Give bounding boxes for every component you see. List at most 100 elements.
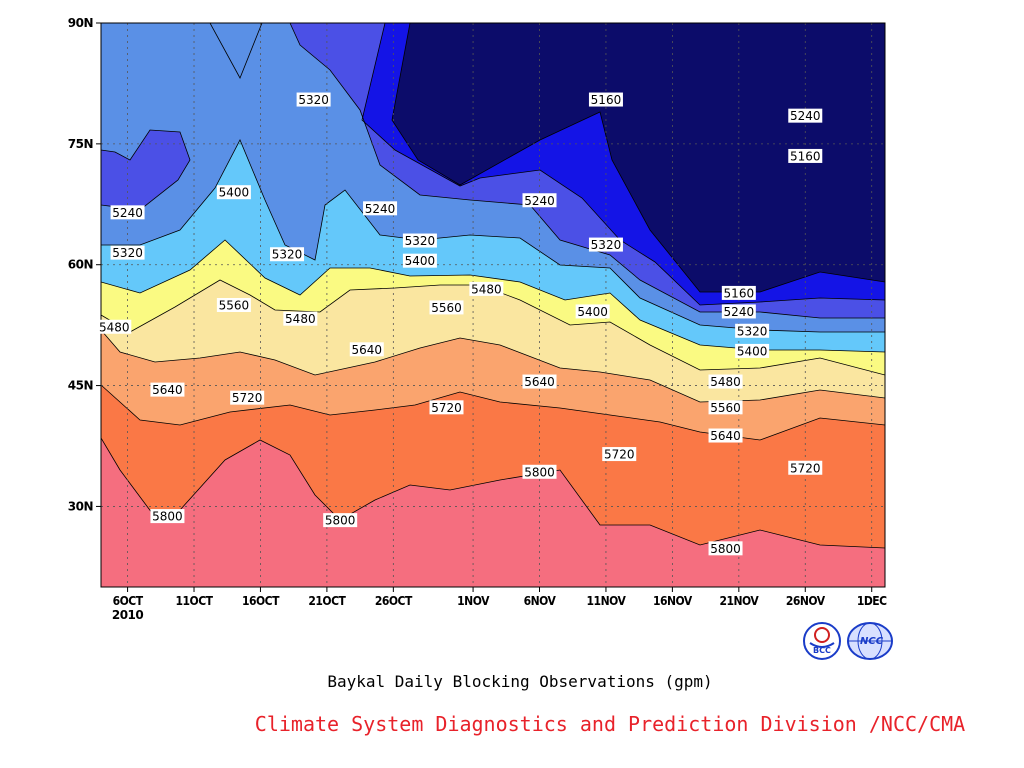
contour-label-5240: 5240 (788, 108, 823, 123)
contour-label-box (270, 247, 305, 262)
contour-label-box (788, 108, 823, 123)
contour-label-box (216, 185, 251, 200)
contour-label-box (283, 311, 318, 326)
x-tick-label-21nov: 21NOV (719, 594, 759, 608)
contour-label-text: 5320 (272, 248, 303, 262)
contour-label-box (575, 304, 610, 319)
contour-label-box (788, 460, 823, 475)
contour-label-5320: 5320 (402, 233, 437, 248)
contour-label-text: 5720 (431, 401, 462, 415)
contour-label-5160: 5160 (721, 285, 756, 300)
contour-label-text: 5560 (710, 401, 741, 415)
contour-label-text: 5640 (351, 343, 382, 357)
contour-label-5640: 5640 (708, 428, 743, 443)
contour-label-5160: 5160 (788, 148, 823, 163)
contour-label-text: 5560 (219, 299, 250, 313)
contour-label-5240: 5240 (721, 304, 756, 319)
x-tick-label-11oct: 11OCT (176, 594, 214, 608)
contour-label-5320: 5320 (270, 247, 305, 262)
contour-label-5640: 5640 (522, 374, 557, 389)
contour-label-5400: 5400 (735, 343, 770, 358)
contour-label-box (429, 300, 464, 315)
contour-label-box (402, 233, 437, 248)
contour-label-text: 5320 (405, 234, 436, 248)
contour-label-box (323, 513, 358, 528)
contour-label-5560: 5560 (708, 400, 743, 415)
contour-label-5480: 5480 (97, 319, 132, 334)
contour-label-box (296, 92, 331, 107)
contour-label-box (363, 201, 398, 216)
ncc-logo: NCC (846, 621, 894, 661)
contour-label-5640: 5640 (150, 382, 185, 397)
contour-label-5400: 5400 (216, 185, 251, 200)
contour-label-5240: 5240 (110, 205, 145, 220)
y-tick-label-30n: 30N (68, 499, 93, 513)
contour-label-text: 5800 (710, 542, 741, 556)
contour-label-5320: 5320 (588, 237, 623, 252)
ncc-logo-text: NCC (860, 636, 884, 647)
contour-label-box (402, 253, 437, 268)
contour-label-5240: 5240 (522, 193, 557, 208)
contour-label-text: 5320 (591, 238, 622, 252)
y-tick-label-75n: 75N (68, 137, 93, 151)
contour-label-5320: 5320 (735, 323, 770, 338)
contour-label-text: 5480 (471, 282, 502, 296)
bcc-logo: BCC (802, 621, 842, 661)
contour-label-text: 5640 (524, 375, 555, 389)
contour-label-text: 5400 (219, 186, 250, 200)
contour-label-5800: 5800 (150, 509, 185, 524)
contour-label-text: 5720 (604, 448, 635, 462)
contour-label-box (429, 400, 464, 415)
contour-label-5480: 5480 (469, 281, 504, 296)
contour-label-text: 5560 (431, 301, 462, 315)
contour-label-5720: 5720 (602, 447, 637, 462)
contour-label-text: 5160 (724, 286, 755, 300)
contour-label-5320: 5320 (110, 245, 145, 260)
contour-label-box (522, 374, 557, 389)
contour-label-text: 5480 (99, 320, 130, 334)
contour-label-box (721, 304, 756, 319)
contour-label-box (735, 323, 770, 338)
contour-label-box (349, 342, 384, 357)
x-tick-label-26oct: 26OCT (375, 594, 413, 608)
contour-label-box (522, 464, 557, 479)
contour-label-box (150, 509, 185, 524)
contour-label-box (110, 205, 145, 220)
contour-label-5400: 5400 (575, 304, 610, 319)
contour-label-box (522, 193, 557, 208)
contour-label-text: 5320 (737, 324, 768, 338)
contour-line-5800 (101, 437, 885, 549)
plot-frame (100, 22, 886, 588)
region-above-5800 (101, 438, 885, 587)
x-tick-label-1nov: 1NOV (457, 594, 490, 608)
contour-label-text: 5240 (790, 109, 821, 123)
contour-label-box (721, 285, 756, 300)
contour-label-box (708, 400, 743, 415)
x-tick-label-21oct: 21OCT (308, 594, 346, 608)
contour-label-box (97, 319, 132, 334)
contour-label-text: 5480 (285, 312, 316, 326)
contour-label-text: 5480 (710, 375, 741, 389)
contour-label-text: 5240 (724, 305, 755, 319)
contour-label-text: 5640 (152, 383, 183, 397)
contour-label-5480: 5480 (283, 311, 318, 326)
chart-subtitle: Baykal Daily Blocking Observations (gpm) (327, 672, 713, 691)
x-tick-label-16nov: 16NOV (653, 594, 693, 608)
contour-label-box (708, 541, 743, 556)
contour-label-5800: 5800 (323, 513, 358, 528)
contour-line-5160 (391, 23, 885, 293)
contour-line-5400 (101, 139, 885, 333)
x-tick-label-1dec: 1DEC (857, 594, 887, 608)
contour-label-box (788, 148, 823, 163)
contour-line-5480 (101, 239, 885, 353)
contour-label-text: 5720 (790, 461, 821, 475)
contour-label-box (469, 281, 504, 296)
contour-label-box (216, 298, 251, 312)
contour-label-text: 5320 (112, 246, 143, 260)
contour-label-5320: 5320 (296, 92, 331, 107)
contour-label-5720: 5720 (788, 460, 823, 475)
contour-label-box (602, 447, 637, 462)
contour-label-text: 5720 (232, 391, 263, 405)
contour-label-5800: 5800 (522, 464, 557, 479)
contour-label-text: 5160 (591, 93, 622, 107)
